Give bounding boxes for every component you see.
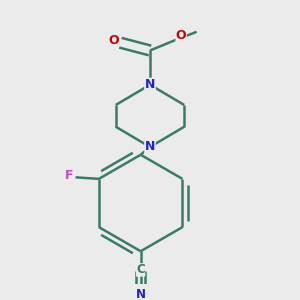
- Text: N: N: [136, 288, 146, 300]
- Text: F: F: [64, 169, 73, 182]
- Text: O: O: [108, 34, 119, 47]
- Text: O: O: [176, 29, 186, 42]
- Text: N: N: [145, 78, 155, 91]
- Text: C: C: [136, 263, 145, 276]
- Text: N: N: [145, 140, 155, 154]
